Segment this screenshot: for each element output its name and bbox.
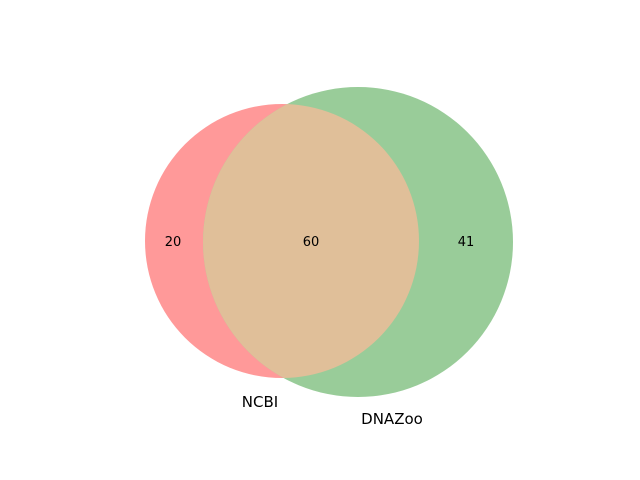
dnazoo-set-label: DNAZoo (361, 410, 423, 428)
dnazoo-only-count: 41 (458, 235, 475, 250)
intersection-region (203, 104, 419, 378)
ncbi-only-count: 20 (165, 235, 182, 250)
ncbi-set-label: NCBI (242, 393, 278, 411)
intersection-count: 60 (303, 235, 320, 250)
